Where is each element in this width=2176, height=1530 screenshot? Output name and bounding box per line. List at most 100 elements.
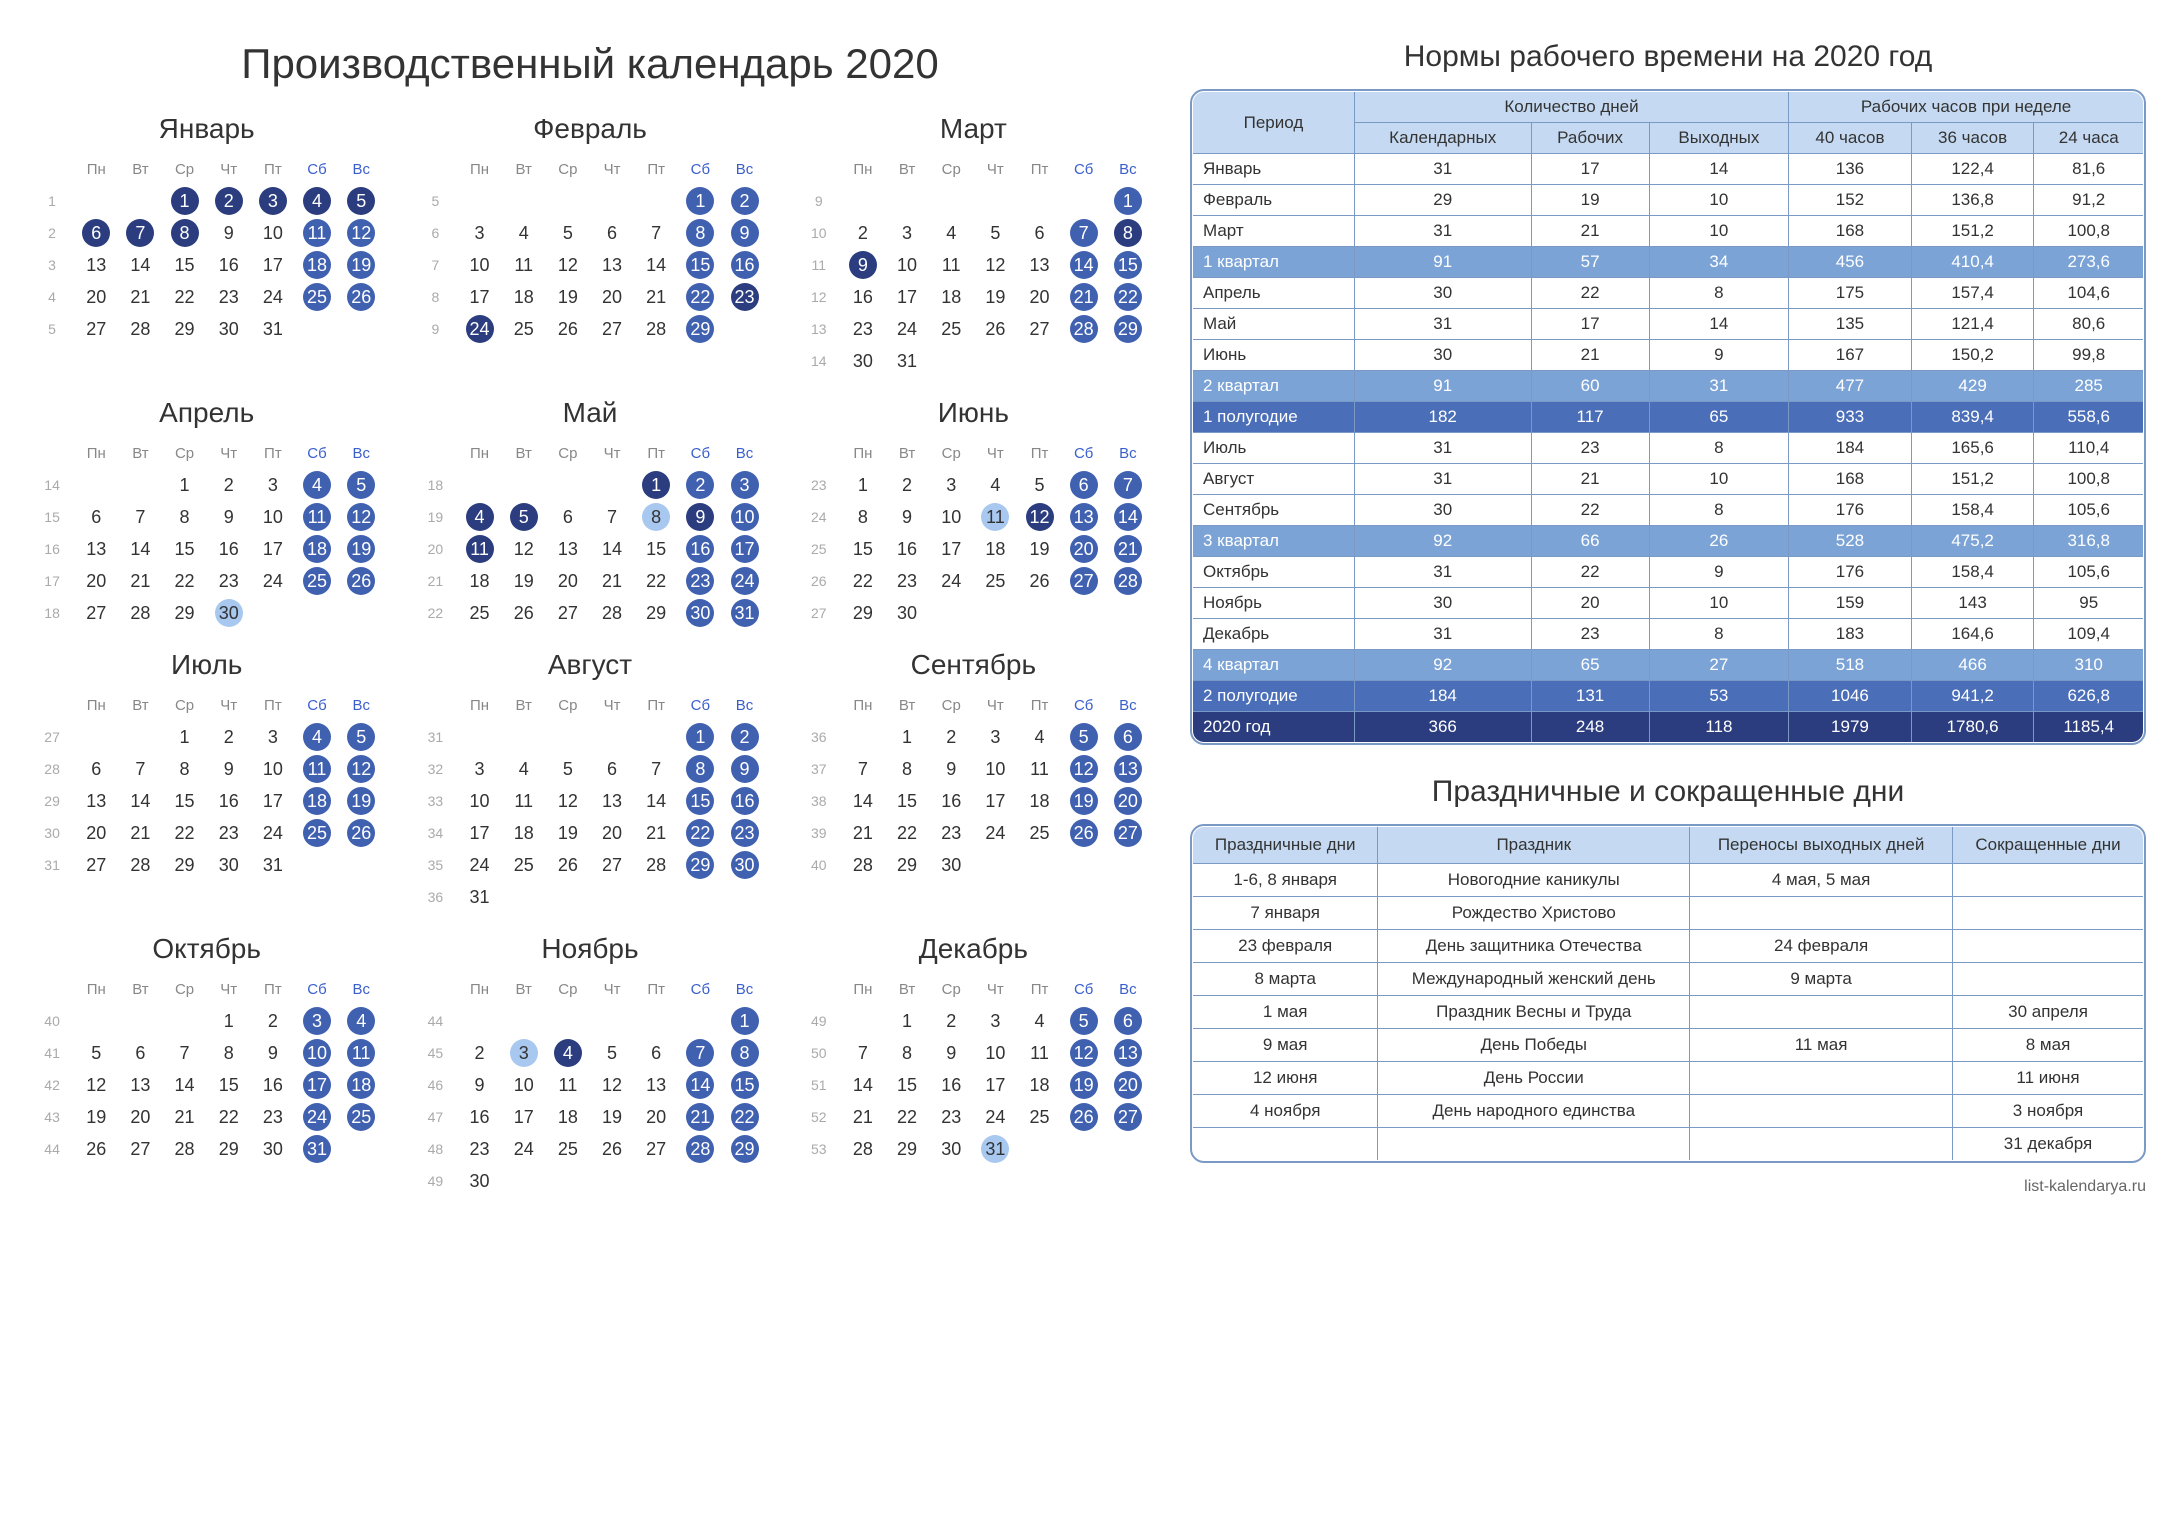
dow-header: Чт (973, 689, 1017, 721)
calendar-day: 28 (1106, 565, 1150, 597)
calendar-day: 30 (841, 345, 885, 377)
calendar-day: 2 (457, 1037, 501, 1069)
norms-period: 4 квартал (1193, 650, 1355, 681)
week-number: 37 (797, 753, 841, 785)
holidays-cell: 9 мая (1193, 1029, 1378, 1062)
norms-cell: 273,6 (2034, 247, 2144, 278)
holidays-header: Переносы выходных дней (1690, 827, 1953, 864)
calendar-day: 4 (546, 1037, 590, 1069)
calendar-day: 5 (546, 217, 590, 249)
norms-cell: 167 (1789, 340, 1912, 371)
dow-header: Вс (339, 437, 383, 469)
month: ФевральПнВтСрЧтПтСбВс5126345678971011121… (413, 113, 766, 377)
dow-header: Пт (251, 153, 295, 185)
calendar-day: 2 (207, 469, 251, 501)
calendar-day: 22 (722, 1101, 766, 1133)
calendar-day: 1 (841, 469, 885, 501)
month-table: ПнВтСрЧтПтСбВс51263456789710111213141516… (413, 153, 766, 345)
calendar-day: 20 (1017, 281, 1061, 313)
week-number: 40 (797, 849, 841, 881)
norms-cell: 31 (1354, 216, 1531, 247)
calendar-day: 4 (502, 217, 546, 249)
calendar-day: 14 (841, 785, 885, 817)
dow-header: Ср (546, 689, 590, 721)
calendar-day: 11 (502, 249, 546, 281)
calendar-day: 28 (118, 597, 162, 629)
calendar-day: 16 (251, 1069, 295, 1101)
calendar-day: 9 (251, 1037, 295, 1069)
calendar-day: 25 (1017, 817, 1061, 849)
norms-row: Декабрь31238183164,6109,4 (1193, 619, 2144, 650)
holidays-cell (1690, 996, 1953, 1029)
calendar-day: 8 (162, 217, 206, 249)
norms-cell: 81,6 (2034, 154, 2144, 185)
calendar-day: 27 (634, 1133, 678, 1165)
calendar-day: 25 (295, 817, 339, 849)
calendar-day: 13 (74, 533, 118, 565)
dow-header: Пт (1017, 153, 1061, 185)
norms-cell: 8 (1649, 619, 1789, 650)
calendar-day: 17 (502, 1101, 546, 1133)
dow-header: Ср (162, 153, 206, 185)
norms-cell: 118 (1649, 712, 1789, 743)
norms-cell: 8 (1649, 495, 1789, 526)
dow-header: Чт (207, 973, 251, 1005)
calendar-day: 15 (207, 1069, 251, 1101)
calendar-day: 24 (251, 817, 295, 849)
norms-row: Июнь30219167150,299,8 (1193, 340, 2144, 371)
calendar-day: 30 (251, 1133, 295, 1165)
month-table: ПнВтСрЧтПтСбВс11234526789101112313141516… (30, 153, 383, 345)
week-number: 25 (797, 533, 841, 565)
calendar-day: 5 (339, 185, 383, 217)
calendar-day: 18 (295, 533, 339, 565)
calendar-day: 14 (634, 249, 678, 281)
calendar-day: 16 (929, 785, 973, 817)
calendar-day: 17 (457, 281, 501, 313)
th-off: Выходных (1649, 123, 1789, 154)
norms-row: 3 квартал926626528475,2316,8 (1193, 526, 2144, 557)
month: ДекабрьПнВтСрЧтПтСбВс4912345650789101112… (797, 933, 1150, 1197)
dow-header: Чт (207, 437, 251, 469)
week-number: 36 (413, 881, 457, 913)
calendar-day: 8 (885, 1037, 929, 1069)
norms-cell: 57 (1531, 247, 1649, 278)
calendar-day: 16 (722, 785, 766, 817)
week-number: 4 (30, 281, 74, 313)
calendar-day: 9 (929, 1037, 973, 1069)
holidays-row: 1 маяПраздник Весны и Труда30 апреля (1193, 996, 2144, 1029)
calendar-day: 9 (841, 249, 885, 281)
week-number: 2 (30, 217, 74, 249)
calendar-day: 20 (74, 817, 118, 849)
calendar-day: 24 (457, 849, 501, 881)
calendar-day: 6 (1062, 469, 1106, 501)
norms-cell: 143 (1911, 588, 2034, 619)
calendar-day: 15 (722, 1069, 766, 1101)
norms-cell: 518 (1789, 650, 1912, 681)
calendar-day: 24 (973, 1101, 1017, 1133)
calendar-day: 15 (885, 785, 929, 817)
norms-cell: 31 (1354, 464, 1531, 495)
calendar-day: 10 (722, 501, 766, 533)
month-name: Апрель (30, 397, 383, 429)
dow-header: Пт (251, 973, 295, 1005)
norms-row: 2020 год36624811819791780,61185,4 (1193, 712, 2144, 743)
calendar-day: 21 (118, 281, 162, 313)
norms-cell: 22 (1531, 557, 1649, 588)
norms-cell: 91,2 (2034, 185, 2144, 216)
norms-cell: 31 (1649, 371, 1789, 402)
holidays-cell (1690, 1128, 1953, 1161)
month-name: Декабрь (797, 933, 1150, 965)
calendar-day: 1 (722, 1005, 766, 1037)
dow-header: Пн (74, 689, 118, 721)
norms-cell: 150,2 (1911, 340, 2034, 371)
calendar-day: 19 (339, 249, 383, 281)
norms-cell: 626,8 (2034, 681, 2144, 712)
calendar-day: 12 (74, 1069, 118, 1101)
calendar-day: 7 (678, 1037, 722, 1069)
calendar-day: 24 (251, 281, 295, 313)
dow-header: Вт (502, 153, 546, 185)
calendar-day: 16 (207, 785, 251, 817)
month: АвгустПнВтСрЧтПтСбВс31123234567893310111… (413, 649, 766, 913)
calendar-day: 27 (1062, 565, 1106, 597)
dow-header: Пт (634, 973, 678, 1005)
